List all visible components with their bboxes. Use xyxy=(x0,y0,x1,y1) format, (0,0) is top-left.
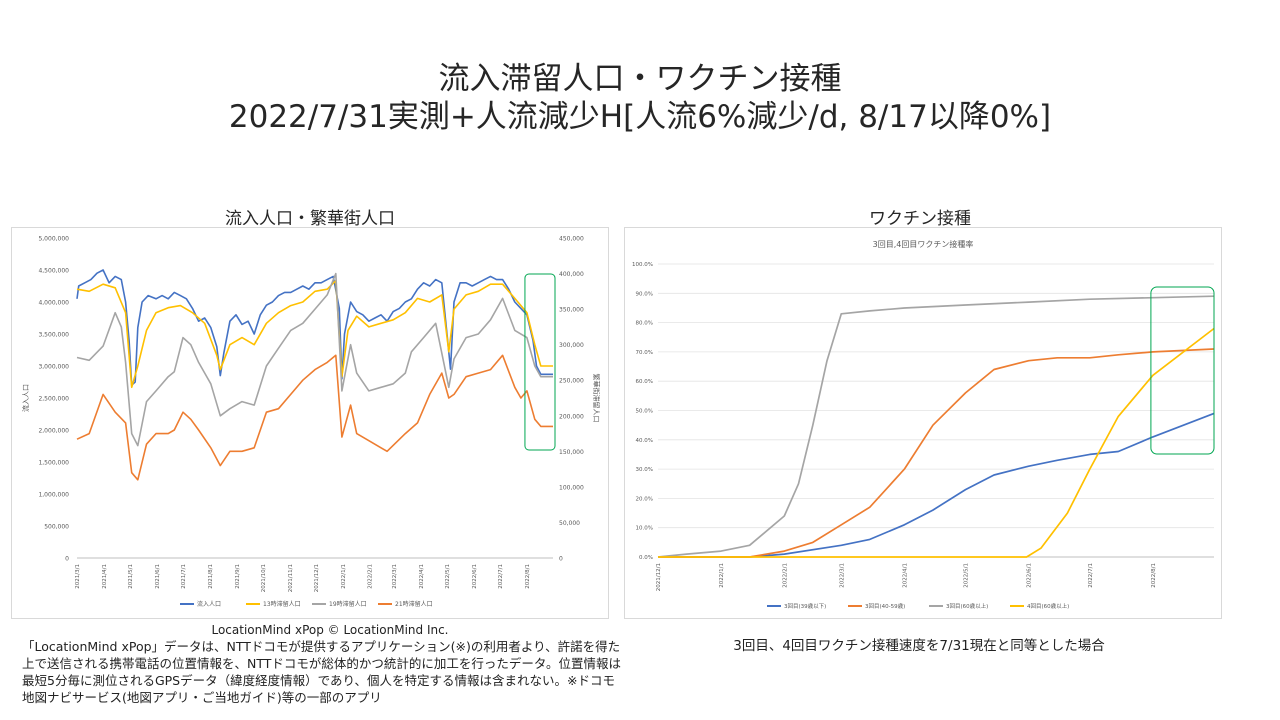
y2-tick-label: 300,000 xyxy=(559,342,584,349)
y2-tick-label: 350,000 xyxy=(559,307,584,314)
x-tick-label: 2022/1/1 xyxy=(719,563,725,588)
x-tick-label: 2021/12/1 xyxy=(656,563,662,591)
slide-title-line2: 2022/7/31実測+人流減少H[人流6%減少/d, 8/17以降0%] xyxy=(228,99,1052,135)
legend-label-4: 4回目(60歳以上) xyxy=(1027,602,1069,610)
legend-label-1: 3回目(39歳以下) xyxy=(784,602,826,610)
y2-tick-label: 250,000 xyxy=(559,378,584,385)
x-tick-label: 2022/6/1 xyxy=(472,564,478,589)
right-panel-title: ワクチン接種 xyxy=(869,209,971,229)
x-tick-label: 2021/5/1 xyxy=(128,564,134,589)
vaccination-chart: 3回目,4回目ワクチン接種率 0.0% 10.0% 20.0% 30.0% 40.0% 50… xyxy=(632,239,1215,610)
y2-tick-label: 450,000 xyxy=(559,236,584,243)
y-tick-label: 80.0% xyxy=(636,321,653,327)
y-tick-label: 30.0% xyxy=(636,467,653,473)
y-tick-label: 40.0% xyxy=(636,438,653,444)
y-tick-label: 1,500,000 xyxy=(38,460,69,467)
left-panel-title: 流入人口・繁華街人口 xyxy=(225,209,395,229)
y-tick-label: 0 xyxy=(65,556,69,563)
vaccination-footnote: 3回目、4回目ワクチン接種速度を7/31現在と同等とした場合 xyxy=(733,638,1105,654)
legend-label-3: 3回目(60歳以上) xyxy=(946,602,988,610)
right-chart-panel: 3回目,4回目ワクチン接種率 0.0% 10.0% 20.0% 30.0% 40.0% 50… xyxy=(624,227,1222,619)
x-tick-label: 2022/8/1 xyxy=(525,564,531,589)
x-tick-label: 2022/2/1 xyxy=(368,564,374,589)
y-tick-label: 3,000,000 xyxy=(38,364,69,371)
y-tick-label: 50.0% xyxy=(636,409,653,415)
y-tick-label: 100.0% xyxy=(632,262,653,268)
x-tick-label: 2022/4/1 xyxy=(902,563,908,588)
series-line-1 xyxy=(76,269,553,386)
x-tick-label: 2021/10/1 xyxy=(261,564,267,592)
x-tick-label: 2022/7/1 xyxy=(1088,563,1094,588)
legend-label-4: 21時滞留人口 xyxy=(395,600,433,608)
y2-tick-label: 100,000 xyxy=(559,484,584,491)
y-tick-label: 4,500,000 xyxy=(38,268,69,275)
x-tick-label: 2021/8/1 xyxy=(208,564,214,589)
x-tick-label: 2022/2/1 xyxy=(782,563,788,588)
x-tick-label: 2021/7/1 xyxy=(181,564,187,589)
slide-title-line1: 流入滞留人口・ワクチン接種 xyxy=(438,61,842,97)
highlight-box xyxy=(1150,286,1215,455)
series-line-4 xyxy=(76,354,553,481)
x-tick-label: 2021/3/1 xyxy=(75,564,81,589)
population-chart: 0 500,000 1,000,000 1,500,000 2,000,000 2,500… xyxy=(21,236,601,609)
x-tick-label: 2022/5/1 xyxy=(445,564,451,589)
y-tick-label: 0.0% xyxy=(639,555,653,561)
x-tick-label: 2021/4/1 xyxy=(102,564,108,589)
series-line-1 xyxy=(658,412,1215,558)
data-disclaimer: 「LocationMind xPop」データは、NTTドコモが提供するアプリケー… xyxy=(22,639,622,705)
left-chart-panel: 0 500,000 1,000,000 1,500,000 2,000,000 2,500… xyxy=(11,227,609,619)
series-line-2 xyxy=(76,279,553,389)
y2-tick-label: 200,000 xyxy=(559,413,584,420)
series-line-4 xyxy=(658,327,1215,558)
legend-label-2: 13時滞留人口 xyxy=(263,600,301,608)
x-tick-label: 2022/5/1 xyxy=(964,563,970,588)
x-tick-label: 2022/7/1 xyxy=(498,564,504,589)
y-tick-label: 500,000 xyxy=(44,524,69,531)
x-tick-label: 2022/6/1 xyxy=(1027,563,1033,588)
y2-tick-label: 50,000 xyxy=(559,520,580,527)
y-tick-label: 2,500,000 xyxy=(38,396,69,403)
y-tick-label: 5,000,000 xyxy=(38,236,69,243)
x-tick-label: 2021/12/1 xyxy=(314,564,320,592)
highlight-box xyxy=(524,273,556,451)
chart-title: 3回目,4回目ワクチン接種率 xyxy=(873,239,974,249)
x-tick-label: 2022/4/1 xyxy=(419,564,425,589)
y2-tick-label: 400,000 xyxy=(559,271,584,278)
series-line-3 xyxy=(657,295,1215,558)
x-tick-label: 2021/9/1 xyxy=(235,564,241,589)
legend-label-1: 流入人口 xyxy=(197,600,221,608)
y-tick-label: 20.0% xyxy=(636,496,653,502)
y-tick-label: 3,500,000 xyxy=(38,332,69,339)
y-tick-label: 1,000,000 xyxy=(38,492,69,499)
y2-axis-title: 繁華街滞留人口 xyxy=(592,374,601,423)
x-tick-label: 2022/3/1 xyxy=(839,563,845,588)
x-tick-label: 2022/1/1 xyxy=(341,564,347,589)
slide-title: 流入滞留人口・ワクチン接種 2022/7/31実測+人流減少H[人流6%減少/d… xyxy=(0,60,1280,136)
legend-label-2: 3回目(40-59歳) xyxy=(865,602,905,610)
x-tick-label: 2021/6/1 xyxy=(155,564,161,589)
x-tick-label: 2022/3/1 xyxy=(392,564,398,589)
x-tick-label: 2022/8/1 xyxy=(1151,563,1157,588)
legend-label-3: 19時滞留人口 xyxy=(329,600,367,608)
y2-tick-label: 0 xyxy=(559,556,563,563)
y-tick-label: 60.0% xyxy=(636,379,653,385)
y-tick-label: 2,000,000 xyxy=(38,428,69,435)
series-line-3 xyxy=(76,272,553,447)
copyright-text: LocationMind xPop © LocationMind Inc. xyxy=(211,623,449,637)
y-tick-label: 70.0% xyxy=(636,350,653,356)
y-tick-label: 90.0% xyxy=(636,291,653,297)
y2-tick-label: 150,000 xyxy=(559,449,584,456)
y-tick-label: 10.0% xyxy=(636,526,653,532)
x-tick-label: 2021/11/1 xyxy=(288,564,294,592)
y-tick-label: 4,000,000 xyxy=(38,300,69,307)
series-line-2 xyxy=(658,348,1215,558)
y-axis-title: 流入人口 xyxy=(21,384,30,412)
